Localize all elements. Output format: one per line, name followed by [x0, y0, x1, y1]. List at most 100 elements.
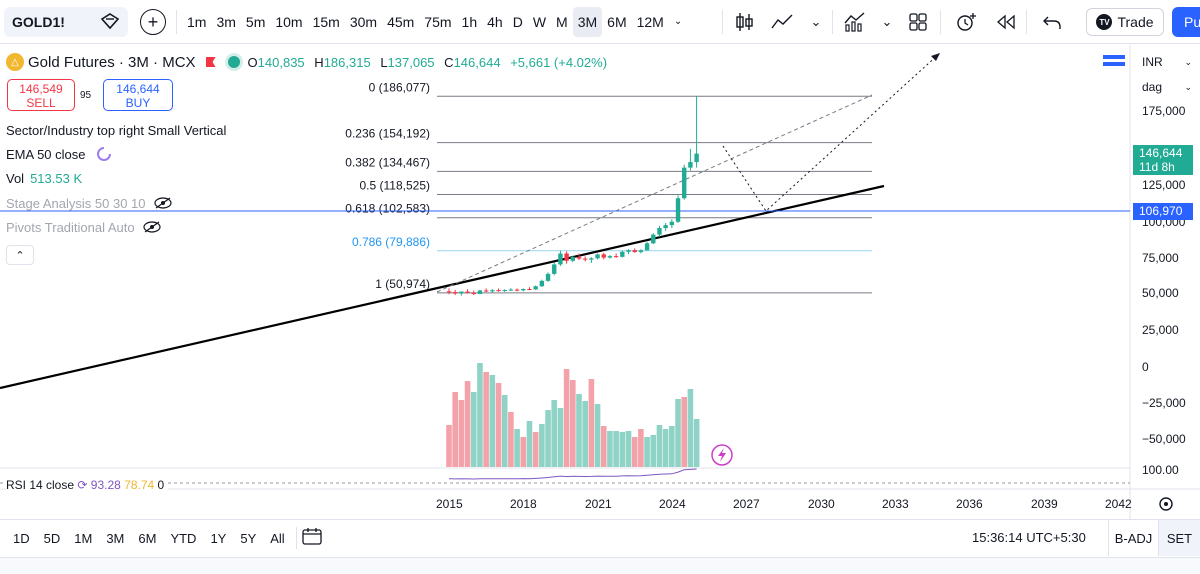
interval-45m[interactable]: 45m — [387, 14, 415, 30]
time-label: 2030 — [808, 497, 835, 511]
interval-12M[interactable]: 12M — [636, 14, 664, 30]
candle-body — [508, 289, 514, 291]
currency-select[interactable]: INR ⌄ — [1138, 52, 1196, 72]
projection-path — [722, 52, 941, 212]
candles-icon[interactable] — [732, 10, 756, 34]
fibonacci-retracement[interactable]: 0 (186,077) 0.236 (154,192) 0.382 (134,467… — [345, 80, 872, 294]
indicator-sector-industry[interactable]: Sector/Industry top right Small Vertical — [6, 121, 226, 139]
alert-icon[interactable] — [954, 10, 978, 34]
chevron-down-icon[interactable]: ⌄ — [673, 16, 683, 27]
interval-w[interactable]: W — [532, 14, 547, 30]
candle-body — [465, 291, 470, 293]
flag-icon[interactable] — [205, 57, 216, 67]
interval-75m[interactable]: 75m — [424, 14, 452, 30]
volume-bar — [495, 383, 502, 467]
sell-button[interactable]: 146,549 SELL — [7, 79, 75, 111]
interval-10m[interactable]: 10m — [275, 14, 303, 30]
replay-icon[interactable] — [994, 10, 1018, 34]
range-5y[interactable]: 5Y — [240, 530, 257, 546]
candle-body — [601, 254, 606, 258]
chevron-down-icon[interactable]: ⌄ — [810, 14, 822, 29]
trend-drawings[interactable] — [0, 52, 1130, 390]
interval-3m[interactable]: 3m — [216, 14, 236, 30]
lightning-icon[interactable] — [711, 444, 733, 466]
interval-4h[interactable]: 4h — [487, 14, 503, 30]
interval-5m[interactable]: 5m — [245, 14, 266, 30]
interval-m[interactable]: M — [556, 14, 568, 30]
buy-button[interactable]: 146,644 BUY — [103, 79, 173, 111]
interval-3M[interactable]: 3M — [572, 7, 603, 37]
rsi-legend[interactable]: RSI 14 close ⟳ 93.28 78.74 0 — [6, 478, 169, 492]
range-6m[interactable]: 6M — [138, 530, 157, 546]
volume-bar — [563, 369, 570, 467]
trade-button[interactable]: TV Trade — [1086, 8, 1164, 36]
range-5d[interactable]: 5D — [43, 530, 61, 546]
favorite-icon[interactable] — [100, 12, 120, 33]
trade-label: Trade — [1117, 14, 1154, 30]
unit-select[interactable]: dag ⌄ — [1138, 77, 1196, 97]
indicator-volume[interactable]: Vol 513.53 K — [6, 169, 82, 187]
candle-body — [626, 250, 631, 252]
series-legend[interactable]: △ Gold Futures · 3M · MCX O140,835 H186,… — [6, 52, 613, 72]
interval-6M[interactable]: 6M — [607, 14, 627, 30]
fib-level-label: 1 (50,974) — [375, 277, 430, 291]
rsi-value: 93.28 — [90, 478, 121, 492]
interval-30m[interactable]: 30m — [349, 14, 378, 30]
eye-off-icon[interactable] — [153, 197, 172, 209]
time-label: 2021 — [585, 497, 612, 511]
undo-icon[interactable] — [1040, 10, 1064, 34]
candle — [589, 257, 594, 263]
line-chart-icon[interactable] — [770, 10, 794, 34]
price-label: −50,000 — [1142, 432, 1186, 446]
indicators-icon[interactable] — [843, 10, 867, 34]
interval-d[interactable]: D — [512, 14, 523, 30]
date-range-bar: 1D 5D 1M 3M 6M YTD 1Y 5Y All — [6, 520, 323, 556]
range-1y[interactable]: 1Y — [210, 530, 227, 546]
interval-1h[interactable]: 1h — [461, 14, 478, 30]
candle-body — [483, 290, 489, 292]
layouts-icon[interactable] — [906, 10, 930, 34]
add-symbol-icon[interactable]: + — [140, 9, 166, 35]
scale-menu-icon[interactable] — [1103, 55, 1125, 69]
eye-off-icon[interactable] — [143, 221, 161, 233]
candle — [576, 253, 582, 261]
clock[interactable]: 15:36:14 UTC+5:30 — [972, 530, 1086, 545]
candle-body — [527, 289, 532, 291]
interval-bar: 1m 3m 5m 10m 15m 30m 45m 75m 1h 4h D W M… — [182, 7, 687, 37]
volume-bar — [464, 381, 471, 467]
indicator-ema[interactable]: EMA 50 close — [6, 145, 114, 163]
chevron-up-icon: ⌃ — [15, 249, 25, 262]
range-1d[interactable]: 1D — [13, 530, 30, 546]
interval-1m[interactable]: 1m — [187, 14, 207, 30]
adjustment-toggle[interactable]: B-ADJ — [1108, 520, 1158, 556]
candle-body — [490, 290, 495, 292]
candle-body — [471, 292, 476, 294]
indicator-pivots[interactable]: Pivots Traditional Auto — [6, 218, 161, 236]
collapse-legend-button[interactable]: ⌃ — [6, 245, 34, 265]
range-all[interactable]: All — [270, 530, 285, 546]
market-status-icon[interactable] — [227, 56, 240, 68]
drawing-toolbar-strip — [0, 557, 1200, 574]
symbol-search[interactable]: GOLD1! — [4, 7, 128, 37]
range-ytd[interactable]: YTD — [170, 530, 197, 546]
interval-15m[interactable]: 15m — [312, 14, 340, 30]
sell-price: 146,549 — [19, 82, 63, 96]
chevron-down-icon[interactable]: ⌄ — [881, 14, 893, 29]
indicator-stage-analysis[interactable]: Stage Analysis 50 30 10 — [6, 194, 172, 212]
range-3m[interactable]: 3M — [106, 530, 125, 546]
settings-gear-icon[interactable] — [1159, 497, 1173, 511]
price-label: 25,000 — [1142, 323, 1179, 337]
range-1m[interactable]: 1M — [74, 530, 93, 546]
candle — [632, 248, 637, 253]
publish-button[interactable]: Pu — [1172, 7, 1200, 37]
candle-body — [613, 256, 619, 258]
price-axis[interactable]: 175,000 125,000 100,000 75,000 50,000 25… — [1142, 104, 1186, 477]
time-axis[interactable]: 2015 2018 2021 2024 2027 2030 2033 2036 … — [436, 497, 1132, 511]
calendar-icon[interactable] — [301, 526, 323, 551]
volume-bar — [483, 372, 489, 467]
price-label: 175,000 — [1142, 104, 1186, 118]
price-chart[interactable]: 0 (186,077) 0.236 (154,192) 0.382 (134,467… — [0, 45, 1200, 519]
volume-bar — [489, 375, 496, 467]
candle-body — [688, 162, 693, 168]
session-toggle[interactable]: SET — [1158, 520, 1200, 556]
